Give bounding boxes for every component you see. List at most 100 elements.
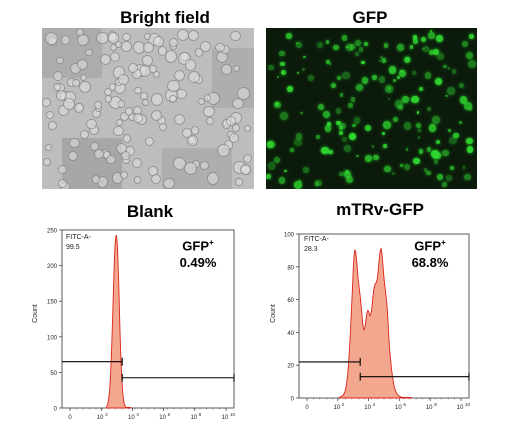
bright-field-cell <box>239 163 251 175</box>
gfp-cell <box>463 102 472 110</box>
gfp-cell <box>278 177 286 184</box>
gfp-cell <box>451 69 457 74</box>
gfp-cell <box>315 179 322 187</box>
bright-field-cell <box>168 94 178 104</box>
bright-field-cell <box>46 111 54 119</box>
gfp-cell <box>298 179 302 183</box>
x-tick-exponent: 6 <box>403 402 406 407</box>
gfp-cell <box>418 128 422 132</box>
gfp-cell <box>431 116 440 125</box>
bright-field-cell <box>44 143 53 152</box>
bright-field-cell <box>167 79 181 93</box>
gfp-cell <box>435 139 440 144</box>
gfp-cell <box>392 78 397 83</box>
mtrv-marker-sup: + <box>441 238 446 247</box>
bright-field-cell <box>243 124 251 132</box>
bright-field-cell <box>142 99 150 107</box>
gfp-cell <box>338 125 344 130</box>
gfp-cell <box>308 74 314 81</box>
gfp-cell <box>462 166 466 170</box>
gfp-cell <box>416 111 420 114</box>
bright-field-cell <box>164 50 178 63</box>
bright-field-cell <box>67 150 78 161</box>
y-tick-label: 200 <box>47 264 58 270</box>
gfp-cell <box>346 44 353 51</box>
gfp-cell <box>379 59 382 63</box>
bright-field-cell <box>121 41 132 53</box>
gfp-cell <box>333 44 339 51</box>
bright-field-cell <box>56 56 64 65</box>
gfp-cell <box>361 77 369 85</box>
bright-field-cell <box>187 30 199 42</box>
bright-field-cell <box>237 87 250 100</box>
bright-field-cell <box>231 123 240 132</box>
gfp-cell <box>339 93 344 98</box>
gfp-cell <box>431 150 439 159</box>
bright-field-cell <box>235 178 243 186</box>
gfp-cell <box>422 46 429 53</box>
mtrv-ylabel: Count <box>269 304 277 323</box>
x-tick-label: 10 <box>426 405 433 411</box>
gfp-cell <box>302 68 306 72</box>
bright-field-cell <box>216 144 230 158</box>
bright-field-cell <box>113 125 124 137</box>
gfp-cell <box>420 36 427 42</box>
bright-field-cell <box>203 105 215 118</box>
y-tick-label: 60 <box>287 298 294 304</box>
gfp-cell <box>317 103 325 111</box>
gfp-cell <box>378 76 386 83</box>
gfp-cell <box>344 171 351 178</box>
gfp-cell <box>342 136 348 142</box>
gfp-cell <box>321 147 329 155</box>
bright-field-cell <box>163 177 175 189</box>
gfp-cell <box>405 56 411 62</box>
gfp-cell <box>397 44 404 51</box>
gfp-cell <box>426 147 432 152</box>
gfp-cell <box>295 133 303 140</box>
gfp-cell <box>326 121 331 126</box>
bright-field-cell <box>69 137 80 149</box>
gfp-cell <box>361 60 365 65</box>
gfp-cell <box>365 124 372 131</box>
gfp-cell <box>413 38 419 44</box>
gfp-cell <box>286 86 293 92</box>
gfp-cell <box>468 59 476 68</box>
bright-field-cell <box>150 109 163 122</box>
gfp-cell <box>392 117 398 123</box>
bright-field-cell <box>106 154 116 165</box>
bright-field-cell <box>79 129 90 140</box>
bright-field-cell <box>133 113 144 124</box>
bright-field-cell <box>93 149 104 159</box>
bright-field-cell <box>76 59 88 71</box>
x-tick-label: 10 <box>159 415 166 421</box>
bright-field-cell <box>44 31 58 45</box>
bright-field-cell <box>144 136 154 147</box>
blank-gate-name: FITC-A- <box>66 234 91 241</box>
bright-field-cell <box>107 32 120 44</box>
gfp-cell <box>466 137 473 145</box>
x-tick-exponent: 4 <box>373 402 376 407</box>
gfp-cell <box>349 43 356 50</box>
gfp-cell <box>273 157 281 164</box>
gfp-cell <box>324 125 332 132</box>
gfp-cell <box>446 87 455 96</box>
gfp-cell <box>381 131 385 136</box>
gfp-cell <box>410 45 414 49</box>
gfp-cell <box>464 173 471 181</box>
bright-field-cell <box>42 158 51 167</box>
bright-field-title: Bright field <box>120 8 210 27</box>
bright-field-cell <box>184 59 197 71</box>
gfp-cell <box>294 181 302 189</box>
gfp-cell <box>442 182 447 187</box>
gfp-cell <box>400 69 403 73</box>
gfp-cell <box>383 120 392 129</box>
gfp-cell <box>371 145 375 148</box>
gfp-cell <box>345 45 348 48</box>
gfp-cell <box>394 99 403 108</box>
x-tick-exponent: 8 <box>199 412 202 417</box>
gfp-cell <box>339 171 344 177</box>
gfp-cell <box>402 96 409 104</box>
bright-field-cell <box>132 157 143 168</box>
gfp-cell <box>354 51 360 56</box>
blank-gate-percent: 99.5 <box>66 244 80 251</box>
